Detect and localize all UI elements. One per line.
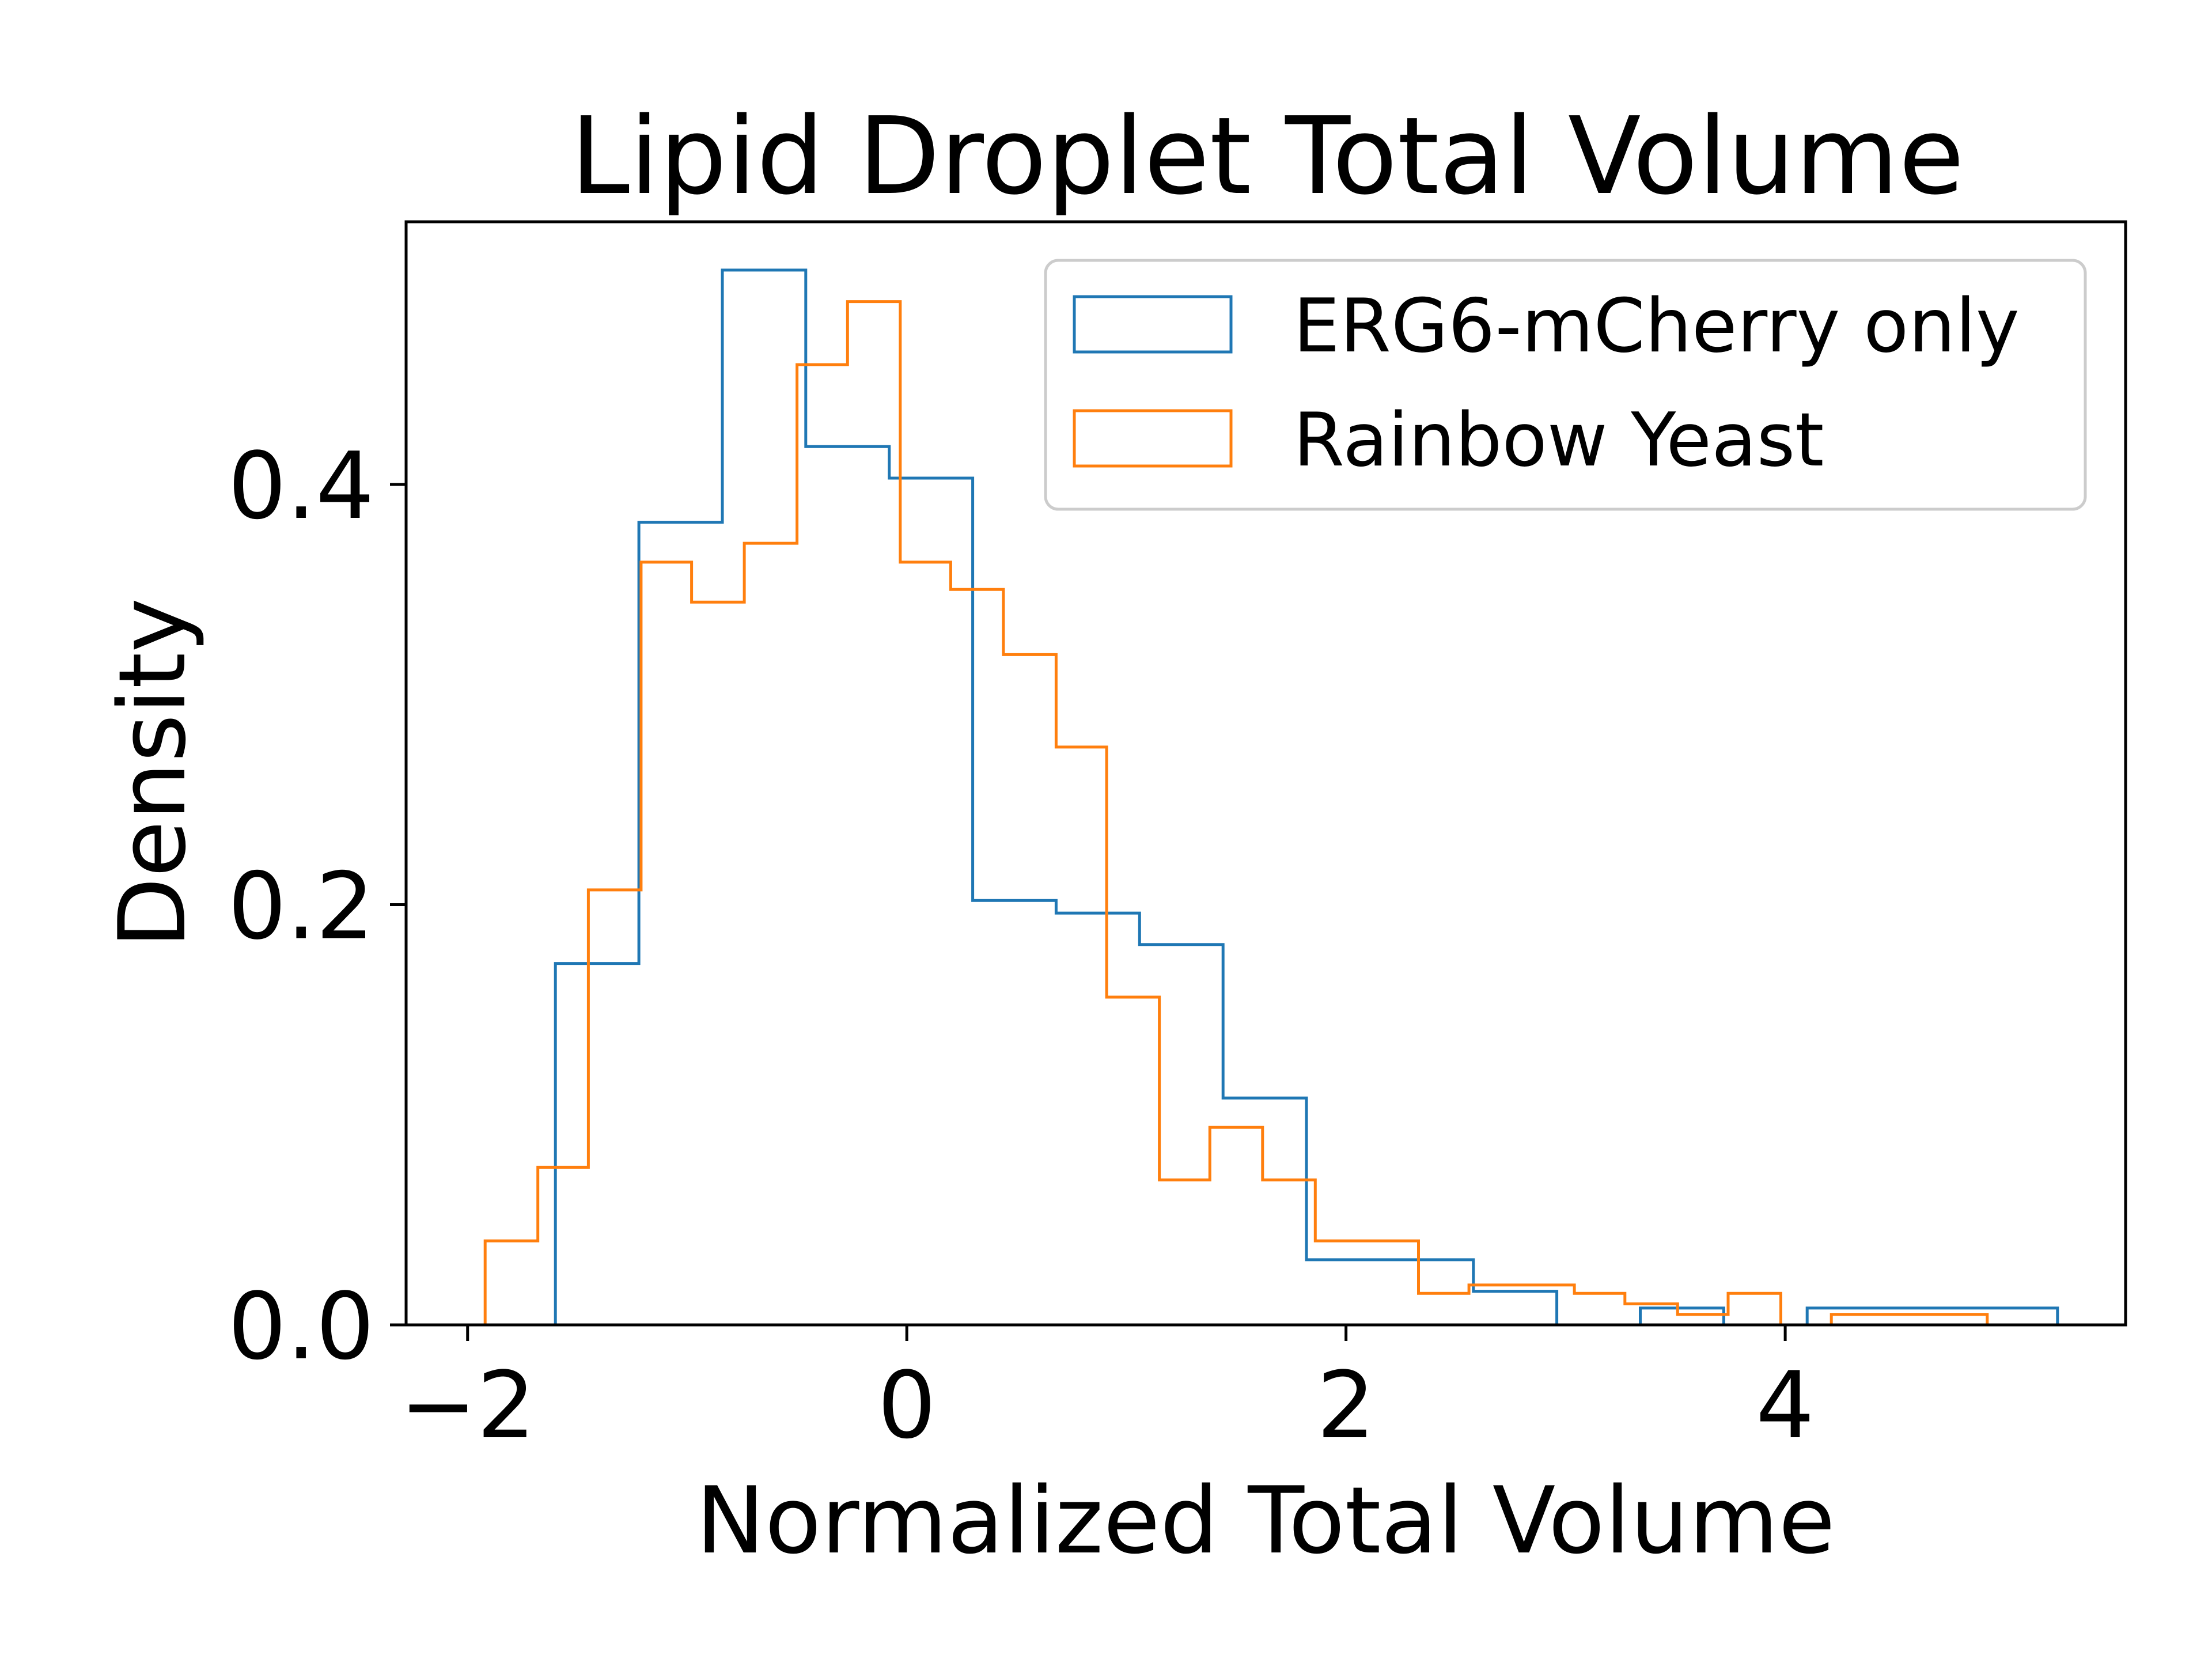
histogram-series-1 xyxy=(483,300,1989,1327)
x-axis-ticks: −2 0 2 4 xyxy=(400,1325,1815,1459)
y-axis-ticks: 0.0 0.2 0.4 xyxy=(228,432,406,1380)
legend-label-rainbow: Rainbow Yeast xyxy=(1293,397,1824,483)
y-tick-label: 0.0 xyxy=(228,1272,374,1380)
chart-title: Lipid Droplet Total Volume xyxy=(570,94,1964,218)
x-axis-label: Normalized Total Volume xyxy=(696,1467,1835,1574)
axes-frame xyxy=(404,220,2127,1327)
legend-swatch-erg6 xyxy=(1073,295,1233,354)
y-axis-label: Density xyxy=(99,598,206,948)
legend-swatch-rainbow xyxy=(1073,409,1233,468)
plot-area xyxy=(404,220,2127,1327)
x-tick-label: 2 xyxy=(1317,1351,1376,1459)
legend: ERG6-mCherry only Rainbow Yeast xyxy=(1044,259,2087,511)
y-tick-label: 0.2 xyxy=(228,852,374,960)
legend-label-erg6: ERG6-mCherry only xyxy=(1293,283,2020,369)
y-tick-label: 0.4 xyxy=(228,432,374,540)
legend-frame xyxy=(1044,259,2087,511)
x-tick-label: 0 xyxy=(877,1351,936,1459)
x-tick-label: −2 xyxy=(400,1351,536,1459)
x-tick-label: 4 xyxy=(1756,1351,1815,1459)
